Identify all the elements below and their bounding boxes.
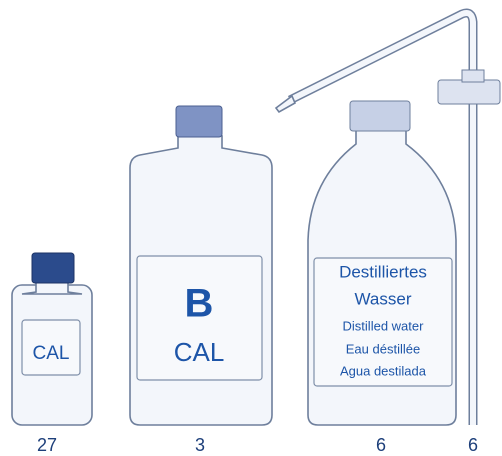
label-line: Destilliertes xyxy=(339,262,427,281)
small-bottle: CAL 27 xyxy=(12,253,92,455)
nozzle xyxy=(276,96,295,112)
bottle-illustration: CAL 27 B CAL 3 6 Destilliertes Wasser Di… xyxy=(0,0,502,456)
item-number: 6 xyxy=(468,435,478,455)
label-line: Wasser xyxy=(355,289,412,308)
medium-bottle: B CAL 3 xyxy=(130,106,272,455)
item-number: 3 xyxy=(195,435,205,455)
bottle-cap xyxy=(32,253,74,283)
large-bottle: Destilliertes Wasser Distilled water Eau… xyxy=(308,101,456,455)
label-line: Distilled water xyxy=(343,318,425,333)
bottle-cap xyxy=(350,101,410,131)
tube-cap xyxy=(438,80,500,104)
label-text: CAL xyxy=(33,343,70,364)
item-number: 27 xyxy=(37,435,57,455)
label-text: CAL xyxy=(174,337,225,367)
label-large: B xyxy=(185,282,214,326)
tube-cap-top xyxy=(462,70,484,82)
label-line: Agua destilada xyxy=(340,363,427,378)
item-number: 6 xyxy=(376,435,386,455)
label-line: Eau déstillée xyxy=(346,341,420,356)
bottle-cap xyxy=(176,106,222,137)
